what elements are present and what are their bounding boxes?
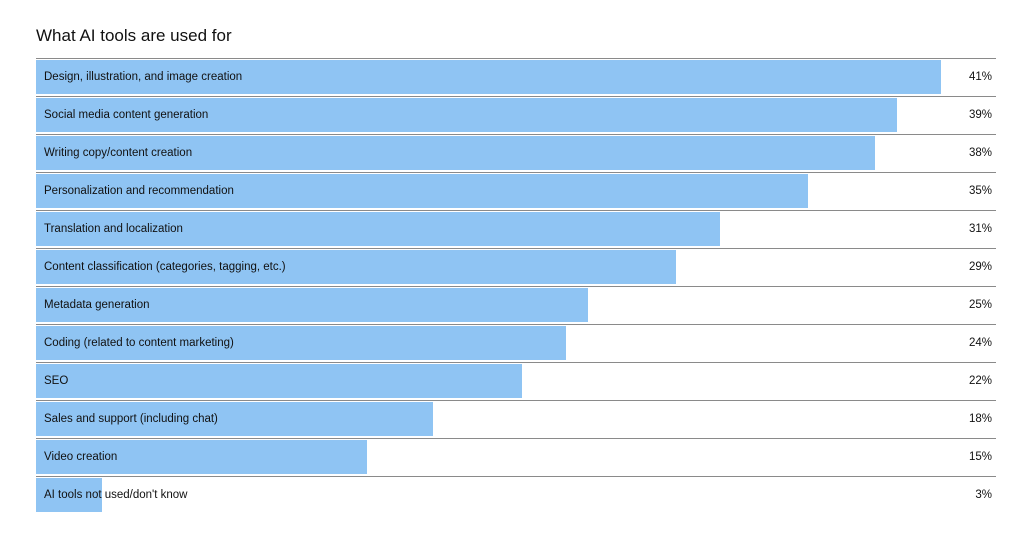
- category-label: Writing copy/content creation: [44, 147, 193, 159]
- data-label: 18%: [968, 413, 992, 425]
- category-label: Metadata generation: [44, 299, 150, 311]
- data-label: 39%: [968, 109, 992, 121]
- chart-row: Sales and support (including chat) 18%: [36, 400, 996, 438]
- data-label: 38%: [968, 147, 992, 159]
- data-label: 35%: [968, 185, 992, 197]
- category-label: Content classification (categories, tagg…: [44, 261, 286, 273]
- category-label: Design, illustration, and image creation: [44, 71, 243, 83]
- chart-row: SEO 22%: [36, 362, 996, 400]
- chart-row: Personalization and recommendation 35%: [36, 172, 996, 210]
- bar: [36, 478, 103, 512]
- data-label: 31%: [968, 223, 992, 235]
- chart-title: What AI tools are used for: [36, 26, 232, 45]
- bar: [36, 136, 875, 170]
- chart-row: AI tools not used/don't know 3%: [36, 476, 996, 514]
- data-label: 25%: [968, 299, 992, 311]
- bar: [36, 402, 434, 436]
- chart-row: Video creation 15%: [36, 438, 996, 476]
- chart-row: Writing copy/content creation 38%: [36, 134, 996, 172]
- data-label: 22%: [968, 375, 992, 387]
- bar: [36, 250, 676, 284]
- chart-row: Content classification (categories, tagg…: [36, 248, 996, 286]
- bar: [36, 60, 941, 94]
- chart-row: Coding (related to content marketing) 24%: [36, 324, 996, 362]
- category-label: Sales and support (including chat): [44, 413, 218, 425]
- category-label: AI tools not used/don't know: [44, 489, 188, 501]
- bar: [36, 174, 809, 208]
- data-label: 3%: [975, 489, 992, 501]
- bar-chart: Design, illustration, and image creation…: [36, 58, 996, 514]
- category-label: SEO: [44, 375, 69, 387]
- chart-row: Metadata generation 25%: [36, 286, 996, 324]
- category-label: Video creation: [44, 451, 118, 463]
- bar: [36, 288, 588, 322]
- data-label: 29%: [968, 261, 992, 273]
- bar: [36, 440, 368, 474]
- category-label: Coding (related to content marketing): [44, 337, 234, 349]
- category-label: Social media content generation: [44, 109, 209, 121]
- chart-row: Design, illustration, and image creation…: [36, 58, 996, 96]
- bar: [36, 98, 897, 132]
- category-label: Personalization and recommendation: [44, 185, 234, 197]
- bar: [36, 364, 522, 398]
- data-label: 24%: [968, 337, 992, 349]
- chart-row: Social media content generation 39%: [36, 96, 996, 134]
- category-label: Translation and localization: [44, 223, 183, 235]
- data-label: 41%: [968, 71, 992, 83]
- bar: [36, 326, 566, 360]
- data-label: 15%: [968, 451, 992, 463]
- bar: [36, 212, 721, 246]
- chart-row: Translation and localization 31%: [36, 210, 996, 248]
